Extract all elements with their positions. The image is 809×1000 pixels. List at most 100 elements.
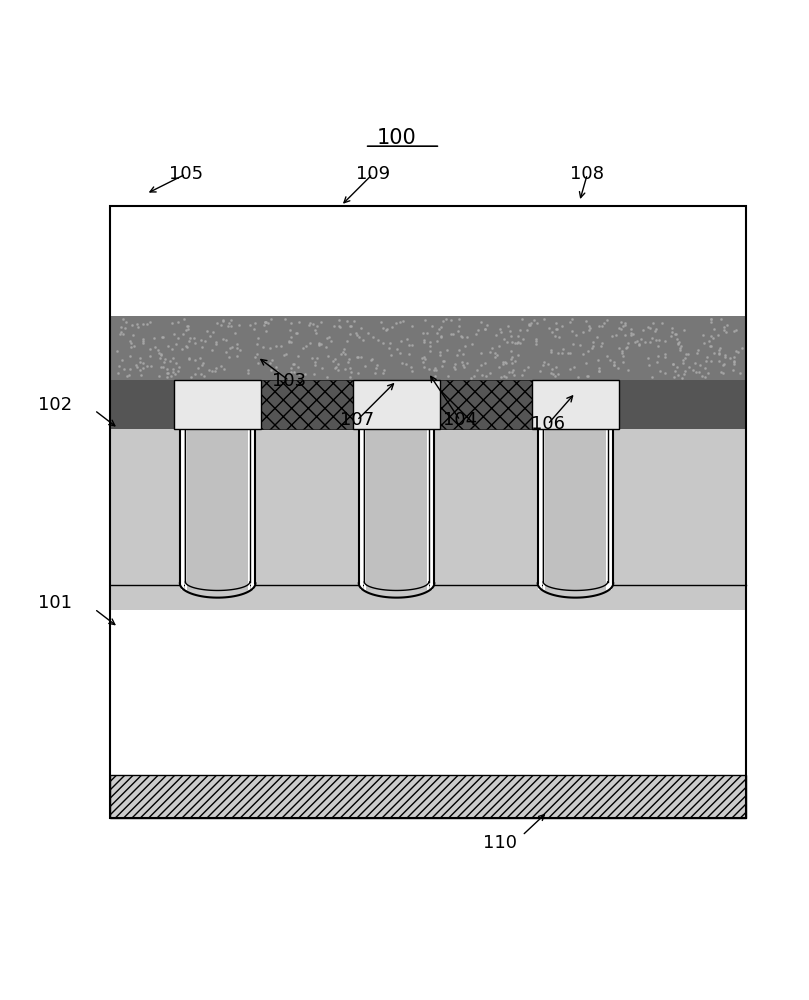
Point — [605, 328, 618, 344]
Point — [683, 359, 696, 375]
Point — [469, 326, 482, 342]
Point — [217, 313, 230, 329]
Point — [308, 354, 321, 370]
Bar — [366, 429, 427, 590]
Point — [479, 355, 492, 371]
Point — [223, 315, 236, 331]
Point — [250, 346, 263, 362]
Point — [717, 357, 730, 373]
Point — [137, 355, 150, 371]
Point — [545, 361, 558, 377]
Text: 109: 109 — [356, 165, 390, 183]
Point — [530, 331, 543, 347]
Point — [458, 359, 471, 375]
Point — [727, 356, 740, 372]
Text: 110: 110 — [483, 834, 517, 852]
Point — [242, 362, 255, 378]
Point — [608, 357, 621, 373]
Point — [533, 363, 546, 379]
Point — [282, 334, 295, 350]
Point — [474, 357, 487, 373]
Point — [727, 349, 740, 365]
Point — [688, 355, 701, 371]
Bar — [532, 380, 619, 429]
Point — [608, 354, 621, 370]
Point — [209, 363, 222, 379]
Point — [219, 332, 232, 348]
Point — [577, 346, 590, 362]
Point — [278, 347, 291, 363]
Point — [654, 363, 667, 379]
Bar — [110, 380, 180, 429]
Point — [155, 359, 167, 375]
Point — [478, 321, 491, 337]
Point — [475, 314, 488, 330]
Point — [270, 359, 283, 375]
Point — [431, 325, 444, 341]
Point — [115, 319, 128, 335]
Point — [508, 353, 521, 369]
Point — [241, 365, 254, 381]
Point — [727, 323, 740, 339]
Point — [344, 369, 357, 385]
Point — [600, 312, 613, 328]
Point — [115, 324, 128, 340]
Point — [501, 334, 514, 350]
Point — [494, 369, 507, 385]
Point — [133, 362, 146, 378]
Point — [675, 338, 688, 354]
Point — [383, 335, 396, 351]
Point — [284, 360, 297, 376]
Point — [156, 329, 169, 345]
Point — [620, 339, 633, 355]
Point — [377, 365, 390, 381]
Point — [330, 359, 343, 375]
Point — [671, 331, 684, 347]
Point — [121, 368, 133, 384]
Point — [261, 315, 274, 331]
Point — [172, 363, 184, 379]
Point — [704, 338, 717, 354]
Point — [723, 350, 736, 366]
Point — [474, 345, 487, 361]
Point — [286, 356, 299, 372]
Point — [731, 344, 744, 360]
Point — [505, 328, 518, 344]
Point — [728, 353, 741, 369]
Point — [180, 318, 193, 334]
Point — [424, 343, 437, 359]
Point — [368, 365, 381, 381]
Point — [159, 351, 172, 367]
Point — [434, 328, 447, 344]
Point — [362, 325, 375, 341]
Point — [471, 322, 484, 338]
Point — [489, 327, 502, 343]
Point — [172, 359, 185, 375]
Point — [293, 366, 306, 382]
Point — [439, 311, 452, 327]
Point — [311, 318, 324, 334]
Point — [659, 346, 671, 362]
Point — [642, 319, 654, 335]
Point — [133, 350, 146, 366]
Point — [343, 318, 356, 334]
Point — [352, 349, 365, 365]
Point — [290, 325, 303, 341]
Point — [144, 314, 157, 330]
Point — [455, 328, 468, 344]
Point — [618, 317, 631, 333]
Point — [485, 340, 498, 356]
Point — [436, 358, 449, 374]
Point — [573, 337, 586, 353]
Point — [609, 327, 622, 343]
Point — [612, 340, 625, 356]
Point — [365, 352, 378, 368]
Point — [549, 328, 561, 344]
Point — [456, 354, 469, 370]
Point — [620, 340, 633, 356]
Point — [451, 323, 464, 339]
Bar — [608, 429, 612, 590]
Point — [322, 348, 335, 364]
Point — [325, 333, 338, 349]
Point — [332, 356, 345, 372]
